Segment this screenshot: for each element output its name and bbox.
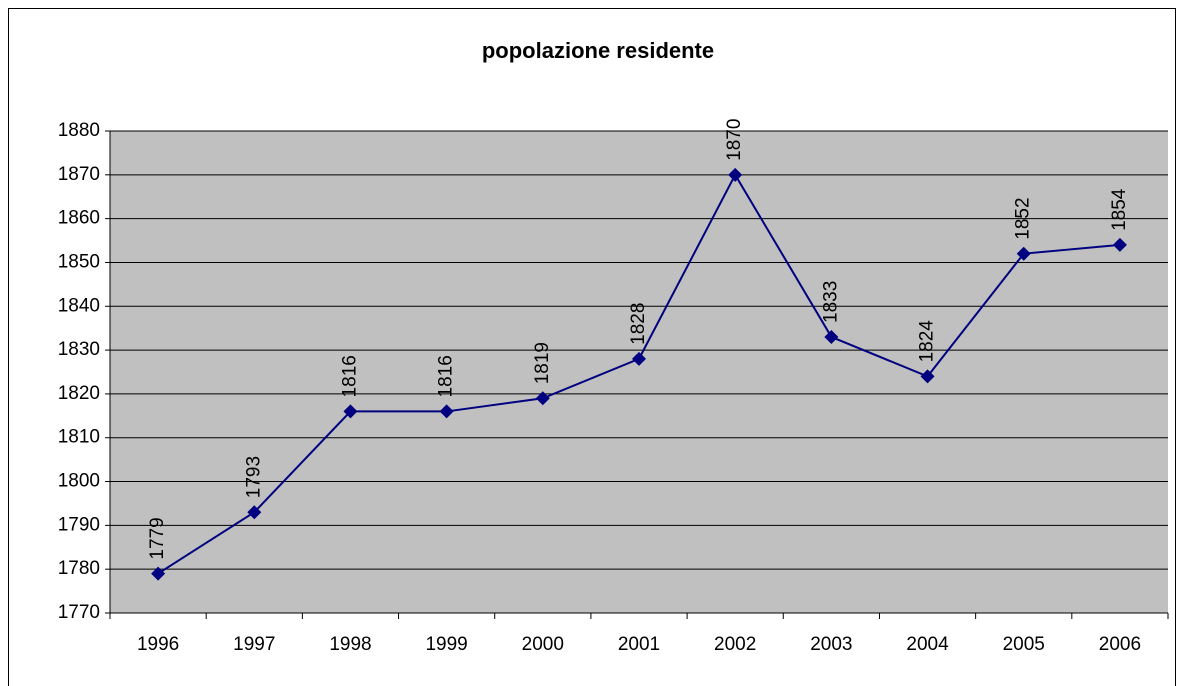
marker bbox=[1112, 237, 1127, 252]
x-tick-label: 2002 bbox=[714, 634, 756, 655]
data-label: 1854 bbox=[1109, 188, 1130, 231]
marker bbox=[1016, 246, 1031, 261]
y-tick-label: 1800 bbox=[58, 471, 100, 492]
y-tick-label: 1830 bbox=[58, 339, 100, 360]
x-tick-label: 2005 bbox=[1003, 634, 1045, 655]
x-tick-label: 1998 bbox=[329, 634, 371, 655]
x-tick-label: 2003 bbox=[810, 634, 852, 655]
chart-title: popolazione residente bbox=[482, 38, 714, 63]
x-tick-label: 1997 bbox=[233, 634, 275, 655]
marker bbox=[920, 369, 935, 384]
data-label: 1816 bbox=[436, 355, 457, 397]
y-tick-label: 1850 bbox=[58, 251, 100, 272]
data-label: 1779 bbox=[147, 517, 168, 559]
data-label: 1833 bbox=[820, 281, 841, 323]
data-label: 1793 bbox=[243, 456, 264, 498]
marker bbox=[824, 329, 839, 344]
x-tick-label: 2006 bbox=[1099, 634, 1141, 655]
y-tick-label: 1790 bbox=[58, 514, 100, 535]
data-label: 1852 bbox=[1013, 197, 1034, 239]
y-tick-label: 1880 bbox=[58, 120, 100, 141]
y-tick-label: 1780 bbox=[58, 558, 100, 579]
data-label: 1828 bbox=[628, 303, 649, 345]
x-tick-label: 2004 bbox=[906, 634, 949, 655]
y-tick-label: 1870 bbox=[58, 164, 100, 185]
marker bbox=[728, 167, 743, 182]
marker bbox=[439, 404, 454, 419]
plot-area bbox=[110, 131, 1168, 613]
marker bbox=[343, 404, 358, 419]
y-tick-label: 1810 bbox=[58, 427, 100, 448]
y-tick-label: 1840 bbox=[58, 295, 100, 316]
x-tick-label: 2001 bbox=[618, 634, 660, 655]
data-label: 1819 bbox=[532, 342, 553, 384]
x-tick-label: 2000 bbox=[522, 634, 564, 655]
x-tick-label: 1996 bbox=[137, 634, 179, 655]
data-label: 1824 bbox=[917, 320, 938, 363]
data-label: 1816 bbox=[339, 355, 360, 397]
y-tick-label: 1820 bbox=[58, 383, 100, 404]
x-tick-label: 1999 bbox=[425, 634, 467, 655]
marker bbox=[151, 566, 166, 581]
marker bbox=[535, 391, 550, 406]
data-label: 1870 bbox=[724, 119, 745, 161]
y-tick-label: 1860 bbox=[58, 208, 100, 229]
marker bbox=[632, 351, 646, 366]
marker bbox=[247, 505, 262, 520]
y-tick-label: 1770 bbox=[58, 602, 100, 623]
